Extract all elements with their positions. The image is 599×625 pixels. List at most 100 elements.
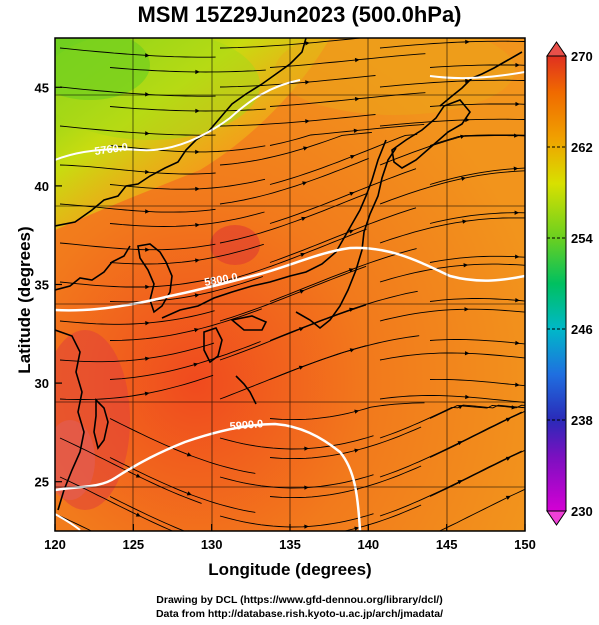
streamline-arrow (145, 321, 150, 326)
streamline-arrow (515, 340, 520, 346)
streamline (379, 170, 525, 205)
streamline-arrow (461, 176, 466, 181)
streamline (379, 263, 525, 283)
colorbar-tick-label: 246 (571, 322, 593, 337)
streamline-arrow (195, 149, 200, 155)
streamline (59, 277, 216, 288)
streamline (59, 310, 215, 325)
streamline (379, 395, 525, 403)
streamline-arrow (514, 133, 519, 138)
streamline (379, 308, 525, 322)
x-tick-label: 135 (279, 537, 301, 552)
streamline-arrow (195, 108, 200, 114)
streamline-arrow (350, 155, 356, 159)
streamline (379, 411, 522, 478)
streamline (59, 342, 215, 363)
streamline-arrow (349, 191, 355, 196)
streamline-arrow (195, 186, 200, 192)
colorbar-max-arrow (546, 41, 567, 57)
streamline-arrow (458, 405, 464, 410)
streamline (269, 207, 417, 263)
streamline-arrow (303, 146, 308, 151)
streamline (429, 167, 525, 185)
credit-drawing: Drawing by DCL (https://www.gfd-dennou.o… (156, 594, 443, 606)
streamline-arrow (354, 526, 360, 531)
streamline-arrow (305, 80, 310, 85)
streamline-arrow (464, 351, 470, 356)
streamline (379, 217, 525, 244)
streamline (429, 135, 525, 146)
streamline (59, 86, 216, 97)
streamline (269, 133, 418, 185)
streamline-arrow (195, 222, 200, 228)
streamline-arrow (353, 128, 359, 133)
y-tick-label: 30 (35, 376, 49, 391)
contour-label-5760: 5760.0 (94, 141, 129, 158)
streamline (219, 304, 367, 361)
streamline (379, 404, 525, 439)
streamline-arrow (145, 209, 150, 214)
y-tick-label: 40 (35, 179, 49, 194)
streamline-arrow (465, 394, 470, 400)
streamline-arrow (354, 96, 360, 102)
streamline (59, 242, 216, 251)
streamline (219, 131, 372, 166)
streamline-arrow (195, 69, 200, 75)
streamline-arrow (304, 485, 309, 490)
height-contours (55, 71, 525, 531)
streamline (219, 228, 367, 283)
colorbar-tick-label: 270 (571, 49, 593, 64)
streamline-arrow (135, 473, 141, 478)
streamline-arrow (305, 41, 310, 46)
streamline (59, 125, 216, 136)
streamline-arrow (505, 495, 511, 500)
streamline (109, 211, 265, 227)
streamline-arrow (463, 263, 469, 268)
streamline-arrow (305, 119, 310, 124)
streamline (379, 79, 525, 88)
y-tick-label: 45 (35, 80, 49, 95)
streamline (59, 47, 216, 58)
streamline (438, 488, 525, 531)
streamline-arrow (301, 216, 307, 221)
streamline (429, 298, 525, 302)
streamline-arrow (348, 229, 354, 234)
streamline (219, 513, 374, 528)
streamline-arrow (135, 512, 141, 517)
streamline-arrow (457, 441, 463, 446)
streamline-arrow (193, 362, 199, 367)
streamline-arrow (354, 57, 360, 63)
streamline (429, 255, 525, 263)
streamline-arrow (194, 293, 200, 298)
streamline-arrow (465, 78, 470, 84)
streamline-arrow (186, 452, 192, 457)
streamline (59, 374, 214, 400)
y-axis-label: Latitude (degrees) (15, 226, 34, 374)
streamline-arrow (145, 247, 150, 252)
streamline (59, 476, 174, 531)
colorbar-tick-label: 262 (571, 140, 593, 155)
streamline (269, 290, 418, 341)
streamline (429, 64, 525, 68)
streamline (109, 67, 266, 73)
streamline-arrow (515, 62, 520, 68)
streamline-arrow (186, 491, 192, 496)
streamline (219, 75, 376, 88)
streamline-arrow (145, 53, 150, 58)
streamline-arrow (304, 524, 309, 529)
streamline (219, 192, 368, 244)
streamline-arrow (145, 169, 150, 175)
x-tick-label: 120 (44, 537, 66, 552)
grid-lines (55, 38, 525, 531)
streamline (429, 103, 525, 107)
streamline-arrow (514, 210, 520, 215)
streamline (379, 450, 522, 517)
streamline-arrow (354, 409, 360, 414)
streamline (379, 118, 525, 127)
streamline (269, 53, 426, 68)
streamline (109, 145, 266, 153)
streamline (59, 437, 202, 504)
streamline (219, 38, 366, 49)
y-axis-ticks: 25 30 35 40 45 (35, 80, 62, 490)
streamline-arrow (457, 480, 463, 485)
